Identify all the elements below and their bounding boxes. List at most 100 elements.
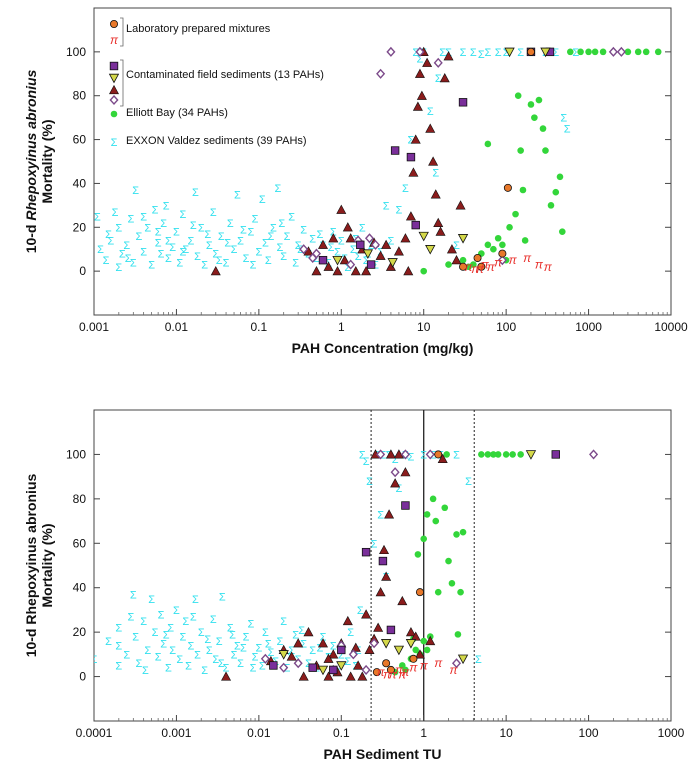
point-square <box>386 625 396 635</box>
point-sigma: Σ <box>163 629 170 641</box>
legend-marker-square <box>109 61 119 71</box>
point-triangle-up <box>293 638 304 648</box>
point-triangle-up <box>323 653 334 663</box>
point-triangle-up <box>342 222 353 232</box>
point-sigma: Σ <box>334 246 341 258</box>
point-sigma: Σ <box>371 538 378 550</box>
point-triangle-up <box>400 233 411 243</box>
point-pi: π <box>523 251 532 265</box>
point-sigma: Σ <box>185 660 192 672</box>
point-dot-green <box>429 495 437 503</box>
point-diamond <box>346 259 356 270</box>
point-sigma: Σ <box>188 640 195 652</box>
point-sigma: Σ <box>152 627 159 639</box>
point-square <box>401 501 410 510</box>
x-axis-label: PAH Concentration (mg/kg) <box>292 340 474 356</box>
point-dot-green <box>459 256 467 264</box>
point-circle-orange <box>415 588 424 597</box>
point-sigma: Σ <box>169 645 176 657</box>
point-sigma: Σ <box>237 235 244 247</box>
point-sigma: Σ <box>182 616 189 628</box>
point-triangle-up <box>381 571 392 581</box>
point-sigma: Σ <box>219 592 226 604</box>
point-triangle-up <box>323 671 334 681</box>
point-sigma: Σ <box>355 251 362 263</box>
point-triangle-up <box>422 57 433 67</box>
point-sigma: Σ <box>165 253 172 265</box>
point-sigma: Σ <box>347 627 354 639</box>
point-sigma: Σ <box>212 654 219 666</box>
point-diamond <box>433 57 443 68</box>
point-triangle-up <box>375 587 386 597</box>
point-sigma: Σ <box>503 47 510 59</box>
point-sigma: Σ <box>127 612 134 624</box>
point-diamond <box>299 244 309 255</box>
point-dot-green <box>478 451 485 458</box>
point-diamond <box>279 662 289 673</box>
point-sigma: Σ <box>300 638 307 650</box>
point-sigma: Σ <box>408 135 415 147</box>
point-triangle-down <box>418 231 429 242</box>
point-sigma: Σ <box>350 244 357 256</box>
point-sigma: Σ <box>91 654 98 666</box>
point-sigma: Σ <box>552 47 559 59</box>
point-triangle-down <box>504 47 515 58</box>
point-sigma: Σ <box>135 658 142 670</box>
point-sigma: Σ <box>276 242 283 254</box>
point-dot-green <box>484 140 492 148</box>
x-tick-label: 10000 <box>654 320 688 334</box>
x-tick-label: 0.01 <box>165 320 189 334</box>
point-sigma: Σ <box>432 167 439 179</box>
point-triangle-up <box>430 189 441 199</box>
point-dot-green <box>490 245 497 253</box>
y-tick-label: 0 <box>79 670 86 684</box>
point-triangle-up <box>342 615 353 626</box>
legend: π Laboratory prepared mixtures Contaminate… <box>108 17 324 149</box>
point-triangle-down <box>332 255 343 266</box>
point-sigma: Σ <box>309 233 316 245</box>
point-pi: π <box>389 667 398 681</box>
point-diamond <box>386 46 396 57</box>
point-sigma: Σ <box>280 616 287 628</box>
point-triangle-up <box>350 642 361 652</box>
point-sigma: Σ <box>188 235 195 247</box>
point-triangle-up <box>373 622 384 632</box>
legend-marker-triangle-up <box>108 84 120 95</box>
point-triangle-up <box>416 90 427 100</box>
point-sigma: Σ <box>206 645 213 657</box>
y-tick-label: 60 <box>73 133 87 147</box>
point-sigma: Σ <box>363 456 370 468</box>
point-triangle-up <box>357 671 368 681</box>
point-sigma: Σ <box>372 260 379 272</box>
point-sigma: Σ <box>135 231 142 243</box>
point-triangle-up <box>298 671 309 681</box>
y-tick-label: 100 <box>66 447 86 461</box>
y-axis-label-line2: Mortality (%) <box>39 120 55 204</box>
legend-label: Elliott Bay (34 PAHs) <box>126 107 228 119</box>
legend-marker-sigma: Σ <box>111 137 118 149</box>
point-sigma: Σ <box>288 211 295 223</box>
point-triangle-up <box>437 453 448 463</box>
point-sigma: Σ <box>148 594 155 606</box>
point-sigma: Σ <box>344 262 351 274</box>
point-dot-green <box>434 588 442 596</box>
point-sigma: Σ <box>309 645 316 657</box>
point-sigma: Σ <box>224 238 231 250</box>
point-sigma: Σ <box>192 594 199 606</box>
legend-label: Contaminated field sediments (13 PAHs) <box>126 69 324 81</box>
point-sigma: Σ <box>194 251 201 263</box>
point-triangle-up <box>381 239 392 249</box>
point-dot-green <box>490 451 497 458</box>
point-pi: π <box>401 665 410 679</box>
x-tick-label: 1 <box>420 726 427 740</box>
point-dot-green <box>527 101 535 108</box>
point-circle-orange <box>477 262 486 271</box>
point-sigma: Σ <box>115 640 122 652</box>
point-dot-green <box>512 210 519 218</box>
point-dot-green <box>448 579 456 587</box>
legend-marker-circle-orange <box>110 19 119 28</box>
point-diamond <box>497 255 507 266</box>
point-triangle-up <box>410 631 421 641</box>
point-dot-green <box>499 241 506 249</box>
